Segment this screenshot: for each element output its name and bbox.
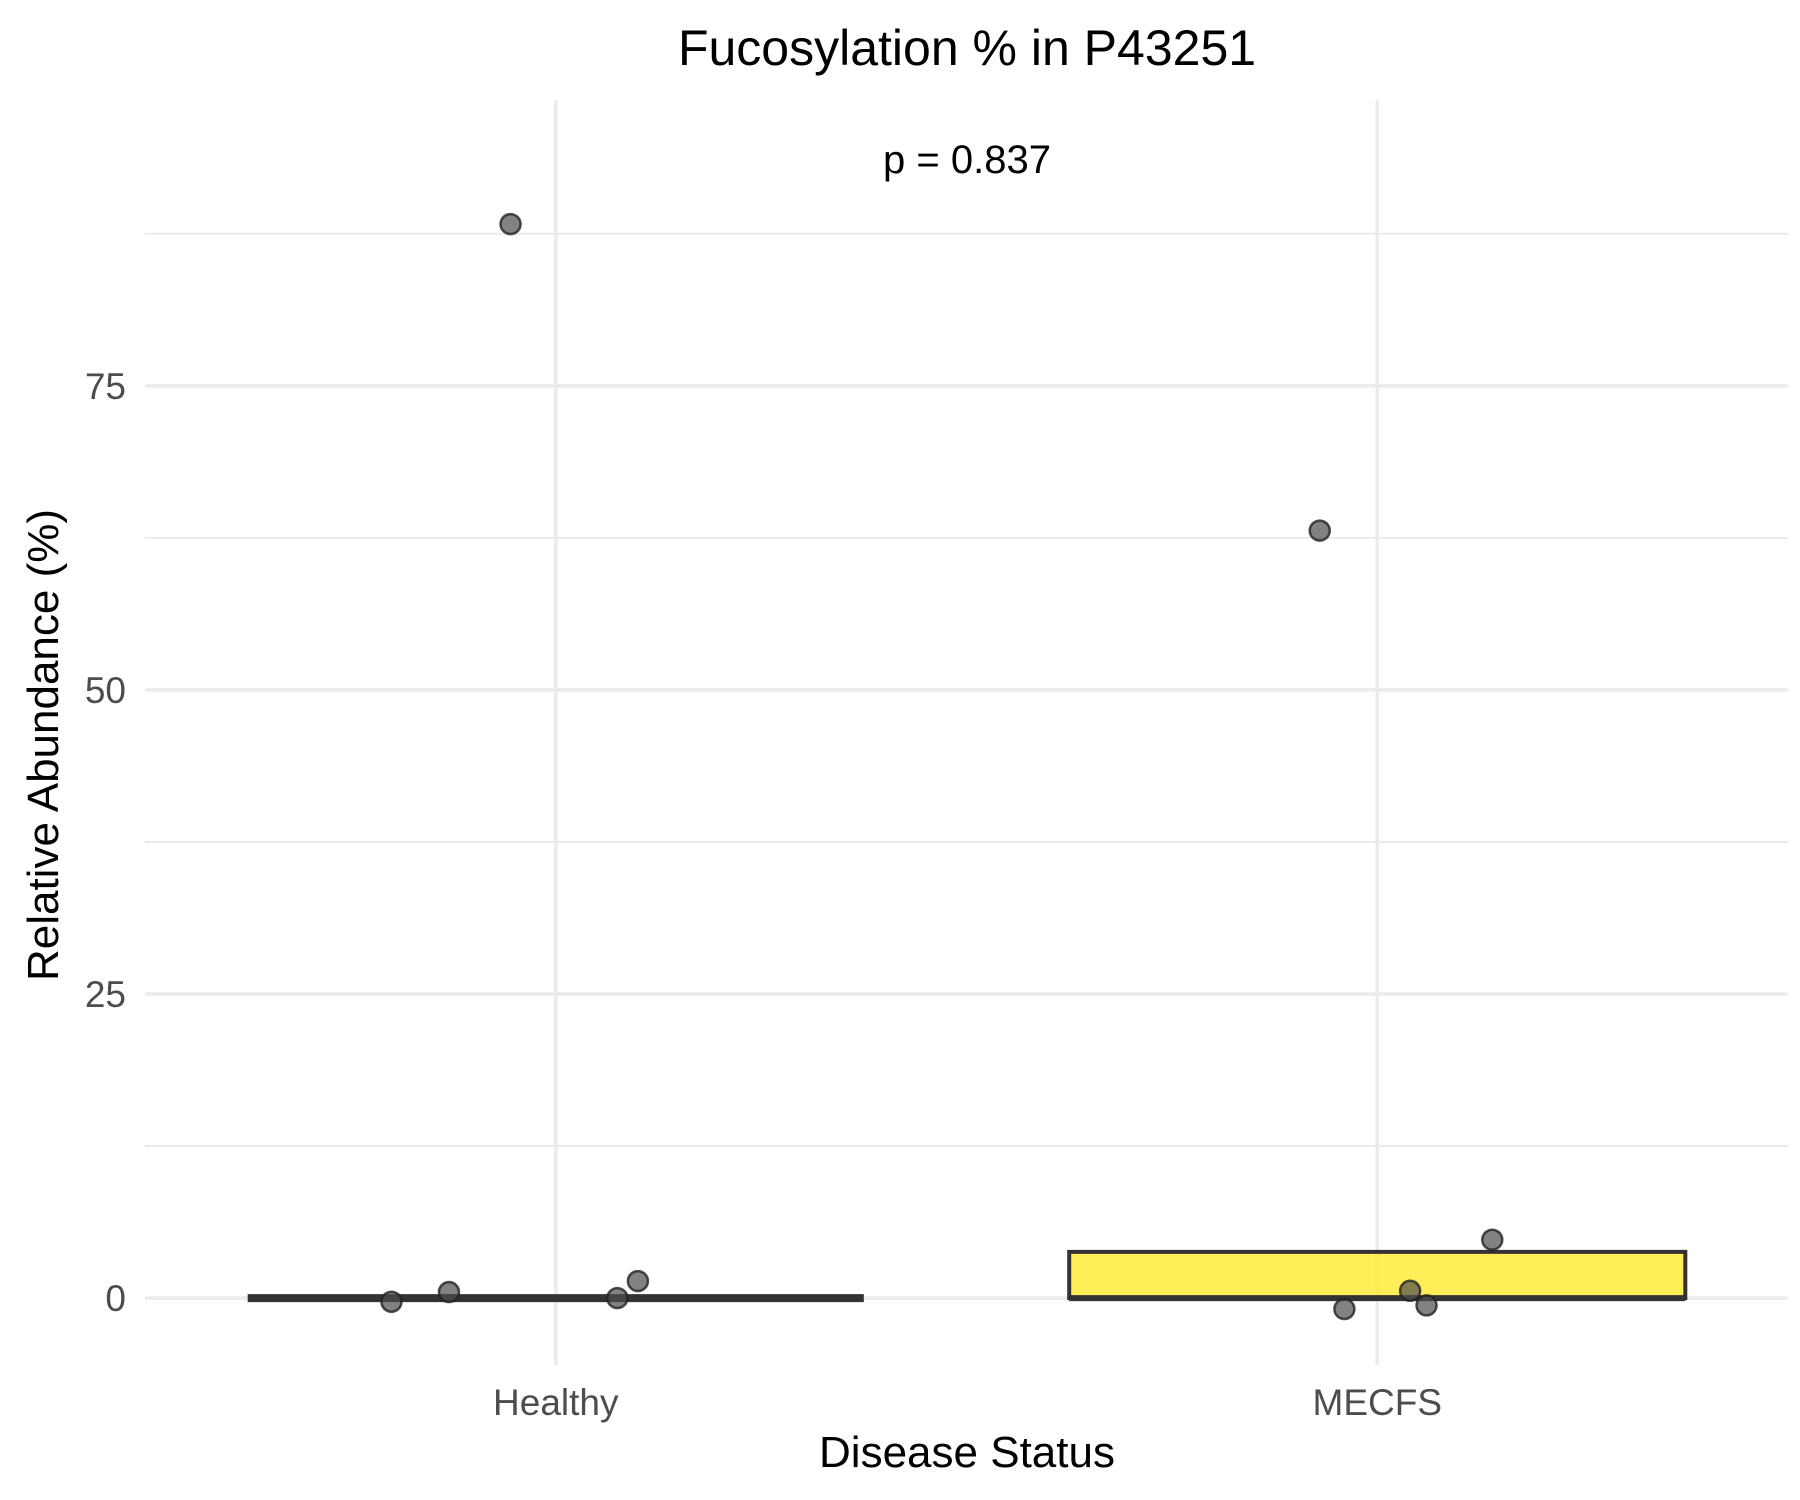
x-tick-label: Healthy	[493, 1382, 619, 1423]
x-axis-label: Disease Status	[819, 1428, 1115, 1477]
text-layer: Fucosylation % in P43251 p = 0.837 Disea…	[19, 20, 1442, 1477]
data-point	[499, 212, 522, 236]
point-layer	[380, 212, 1504, 1321]
data-point	[606, 1286, 629, 1310]
bar-layer	[247, 1249, 1688, 1303]
data-point	[1398, 1279, 1422, 1303]
data-point	[380, 1290, 403, 1313]
y-tick-label: 0	[105, 1278, 126, 1319]
data-point	[1481, 1228, 1504, 1251]
data-point	[1415, 1294, 1438, 1317]
grid-layer	[145, 100, 1788, 1365]
chart-title: Fucosylation % in P43251	[678, 20, 1256, 76]
y-axis-label: Relative Abundance (%)	[19, 509, 68, 981]
data-point	[437, 1280, 461, 1304]
y-tick-label: 25	[85, 974, 126, 1015]
data-point	[1308, 519, 1331, 542]
data-point	[626, 1269, 650, 1293]
bar	[1067, 1249, 1688, 1301]
y-tick-label: 75	[85, 366, 126, 407]
p-value-annotation: p = 0.837	[883, 138, 1051, 182]
x-tick-label: MECFS	[1313, 1382, 1443, 1423]
data-point	[1333, 1297, 1356, 1321]
y-tick-label: 50	[85, 670, 126, 711]
